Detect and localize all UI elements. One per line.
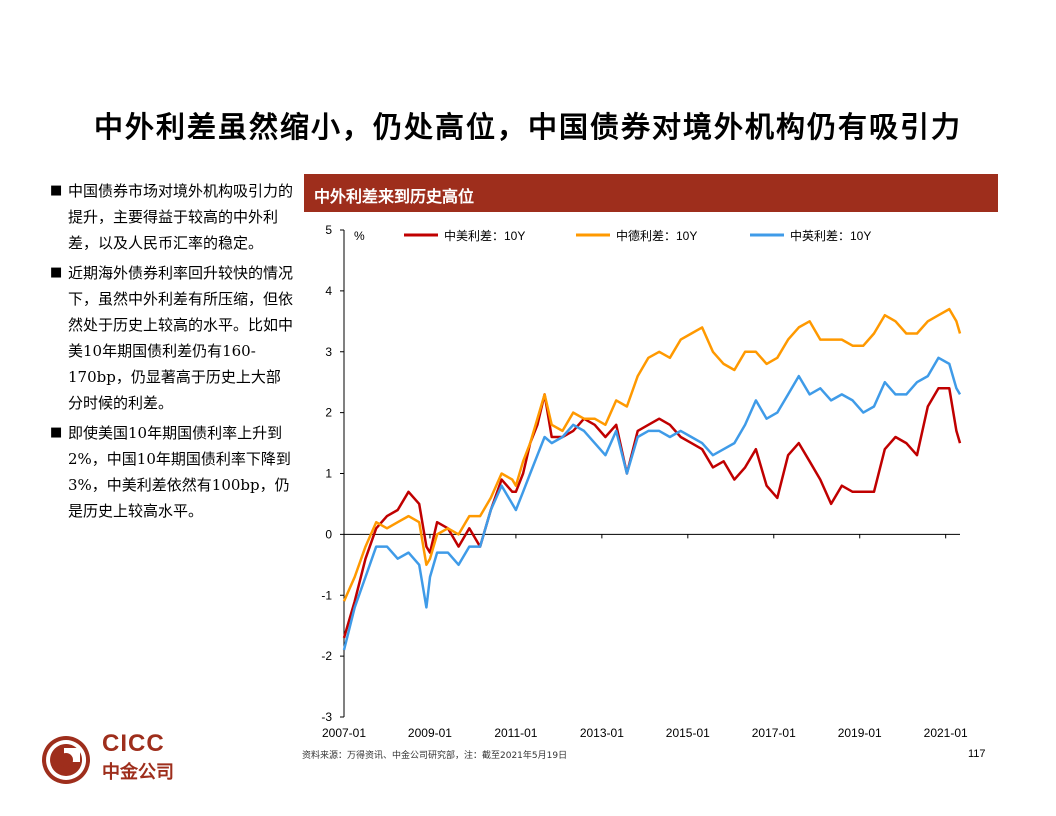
cicc-logo: CICC 中金公司 [40,730,200,790]
bullet-list: ■ 中国债券市场对境外机构吸引力的提升，主要得益于较高的中外利差，以及人民币汇率… [50,178,295,528]
series-line-2 [342,356,962,651]
cicc-logo-icon [42,736,90,784]
y-tick-label: 4 [325,284,332,298]
x-tick-label: 2017-01 [752,726,796,740]
bullet-square-icon: ■ [50,183,63,198]
bullet-item: ■ 即使美国10年期国债利率上升到2%，中国10年期国债利率下降到3%，中美利差… [50,420,295,524]
x-tick-label: 2007-01 [322,726,366,740]
spread-line-chart: 5 4 3 2 1 0 -1 -2 -3 2007-01 2009-01 2011-01 2013-01… [321,223,968,740]
logo-text-cn: 中金公司 [102,762,174,783]
y-tick-label: 5 [325,223,332,237]
y-tick-label: 0 [325,527,332,541]
y-axis-unit-label: % [354,229,365,243]
x-tick-label: 2009-01 [408,726,452,740]
y-tick-label: 3 [325,345,332,359]
y-tick-label: -2 [321,649,332,663]
bullet-text: 中国债券市场对境外机构吸引力的提升，主要得益于较高的中外利差，以及人民币汇率的稳… [68,182,294,252]
series-line-1 [342,307,962,602]
y-tick-label: -3 [321,710,332,724]
chart-header-title: 中外利差来到历史高位 [314,187,475,206]
y-tick-label: 2 [325,406,332,420]
page-number: 117 [968,748,986,760]
x-tick-label: 2021-01 [924,726,968,740]
x-tick-label: 2019-01 [838,726,882,740]
bullet-item: ■ 中国债券市场对境外机构吸引力的提升，主要得益于较高的中外利差，以及人民币汇率… [50,178,295,256]
bullet-text: 近期海外债券利率回升较快的情况下，虽然中外利差有所压缩，但依然处于历史上较高的水… [68,264,294,412]
page-title: 中外利差虽然缩小，仍处高位，中国债券对境外机构仍有吸引力 [93,110,962,144]
x-tick-label: 2011-01 [494,726,537,740]
bullet-item: ■ 近期海外债券利率回升较快的情况下，虽然中外利差有所压缩，但依然处于历史上较高… [50,260,295,416]
x-tick-label: 2013-01 [580,726,624,740]
series-line-0 [342,387,962,639]
bullet-square-icon: ■ [50,425,63,440]
y-tick-label: -1 [321,588,332,602]
logo-text-en: CICC [102,730,165,757]
chart-header-bar: 中外利差来到历史高位 [304,174,998,212]
bullet-square-icon: ■ [50,265,63,280]
x-tick-label: 2015-01 [666,726,710,740]
bullet-text: 即使美国10年期国债利率上升到2%，中国10年期国债利率下降到3%，中美利差依然… [68,424,291,520]
legend-label-1: 中德利差：10Y [616,228,697,243]
source-note: 资料来源：万得资讯、中金公司研究部，注：截至2021年5月19日 [302,751,568,761]
y-tick-label: 1 [325,467,332,481]
legend-label-0: 中美利差：10Y [444,228,525,243]
legend-label-2: 中英利差：10Y [790,228,871,243]
